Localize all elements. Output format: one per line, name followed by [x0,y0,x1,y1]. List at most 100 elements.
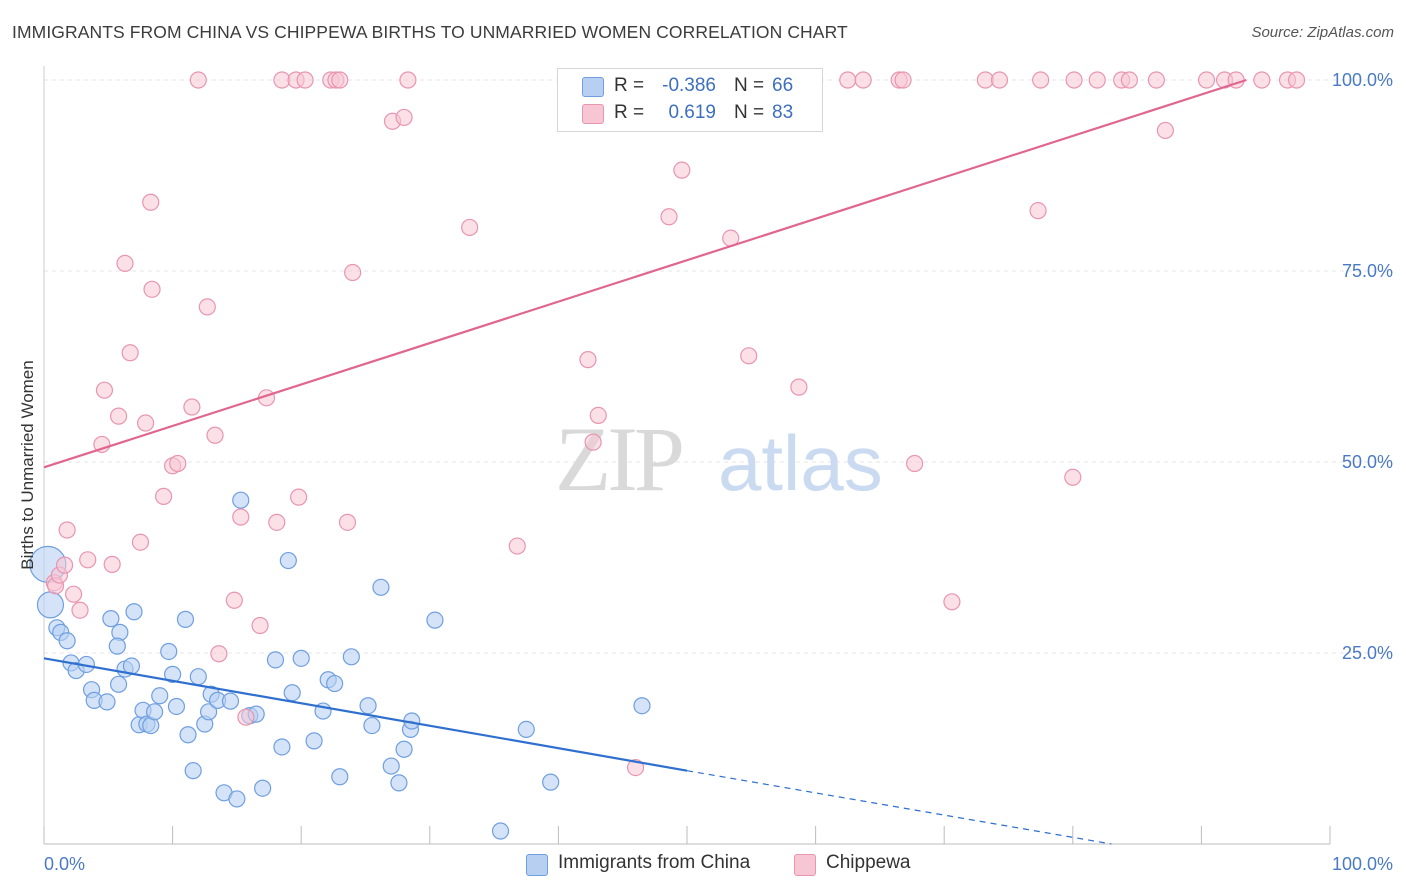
chippewa-point [136,414,155,432]
china-point [491,822,510,840]
legend-swatch-chippewa [582,104,604,124]
watermark-zip: ZIP [555,408,682,510]
china-point [108,637,126,655]
chippewa-point [1029,202,1047,220]
chippewa-point [344,263,362,282]
chippewa-point [584,433,602,451]
china-point [273,738,291,756]
chippewa-point [740,347,758,365]
legend-r-value: -0.386 [662,75,716,96]
legend: R = -0.386 N = 66 R = 0.619 N = 83 [557,68,823,132]
watermark-atlas: atlas [718,419,883,507]
china-point [200,703,218,721]
chippewa-point [579,351,597,369]
chippewa-point [95,381,114,399]
china-point [184,762,202,780]
chippewa-point [296,71,314,89]
china-point [164,665,182,683]
chippewa-point [626,758,645,777]
china-point [58,632,76,650]
chippewa-point [206,426,224,444]
chippewa-point [71,601,89,619]
chippewa-point [225,591,243,609]
trend-lines [43,78,1247,845]
china-point [145,703,164,721]
legend-n-value: 83 [772,102,794,123]
bottom-legend-label-chippewa: Chippewa [826,852,911,873]
chippewa-point [1253,71,1271,89]
bottom-legend-swatch-chippewa [794,854,816,876]
legend-row-chippewa: R = 0.619 N = 83 [558,101,822,127]
china-point [221,692,240,710]
china-point [390,774,408,792]
y-tick-label: 50.0% [1342,452,1393,472]
x-tick-label: 0.0% [44,854,85,874]
china-point [292,649,310,667]
china-point [232,491,250,509]
chippewa-point [189,71,207,89]
chippewa-point [143,280,161,298]
chippewa-points [45,71,1306,777]
chippewa-point [109,407,128,425]
chippewa-point [1032,71,1050,89]
chippewa-point [1120,71,1138,89]
chippewa-point [331,71,349,89]
chippewa-point [673,161,691,179]
china-point [279,551,297,570]
legend-r-label: R = [614,102,645,123]
china-point [517,720,535,739]
chippewa-point [1064,468,1082,486]
china-point [633,697,651,715]
china-trend-line [43,657,688,772]
legend-n-label: N = [734,75,765,96]
legend-r-label: R = [614,75,645,96]
china-point [98,693,116,711]
chippewa-point [58,521,76,539]
chippewa-point [395,108,413,127]
chippewa-point [839,71,857,89]
china-point [167,697,186,716]
tick-labels: 100.0% 75.0% 50.0% 25.0% 0.0% 100.0% [44,70,1393,874]
china-point [283,684,301,702]
chippewa-point [338,513,357,531]
chippewa-point [906,454,924,473]
y-tick-label: 75.0% [1342,261,1393,281]
chippewa-point [1065,71,1083,89]
chart-source: Source: ZipAtlas.com [1251,24,1394,41]
y-tick-label: 25.0% [1342,643,1393,663]
chippewa-point [154,487,173,505]
china-point [36,591,65,619]
chippewa-point [894,71,912,89]
china-point [395,740,413,758]
china-point [228,790,246,808]
china-point [266,651,285,669]
chippewa-point [116,254,134,272]
china-point [372,578,390,596]
chippewa-point [1088,71,1106,89]
china-trend-line-extension [686,770,1112,845]
chippewa-point [1287,71,1306,89]
chippewa-point [1156,121,1174,140]
chippewa-point [589,406,607,424]
chippewa-point [169,454,187,473]
chippewa-point [990,71,1009,89]
chippewa-point [399,71,417,89]
china-point [125,603,143,621]
chippewa-point [268,513,286,531]
china-point [151,687,169,705]
china-point [160,642,178,661]
watermark: ZIP atlas [555,408,883,510]
legend-row-china: R = -0.386 N = 66 [558,74,822,100]
chippewa-point [854,71,872,89]
legend-swatch-china [582,77,604,97]
china-point [109,675,128,693]
chippewa-point [943,593,961,611]
bottom-legend-swatch-china [526,854,548,876]
china-points [29,491,651,840]
chippewa-point [198,298,216,316]
china-point [189,668,207,686]
chippewa-point [1147,71,1165,89]
chippewa-point [121,344,139,362]
y-tick-label: 100.0% [1332,70,1393,90]
